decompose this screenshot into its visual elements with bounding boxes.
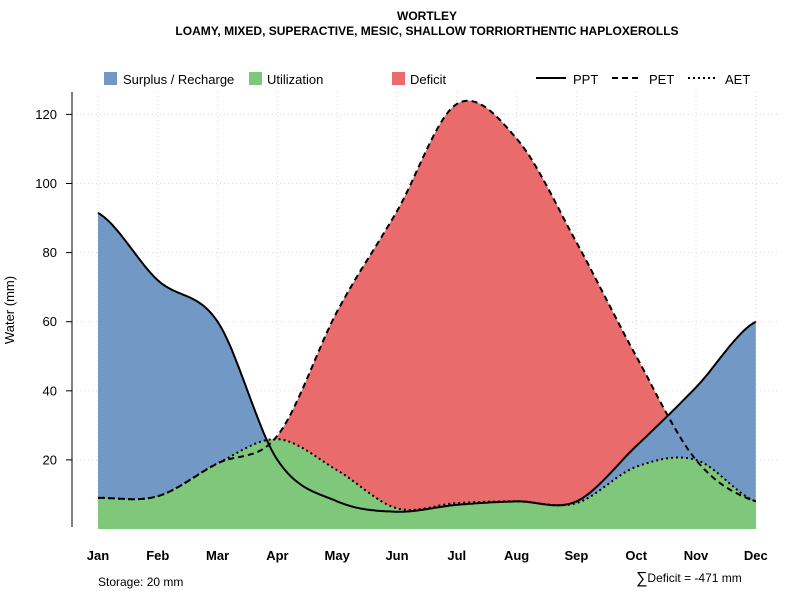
x-tick-label: Sep bbox=[564, 548, 588, 563]
legend-label-aet: AET bbox=[725, 72, 750, 87]
series-lines bbox=[97, 99, 757, 513]
legend-label-surplus: Surplus / Recharge bbox=[123, 72, 234, 87]
chart-subtitle: LOAMY, MIXED, SUPERACTIVE, MESIC, SHALLO… bbox=[175, 24, 679, 38]
storage-annotation: Storage: 20 mm bbox=[98, 575, 184, 589]
x-tick-label: Apr bbox=[266, 548, 288, 563]
y-tick-label: 20 bbox=[43, 452, 57, 467]
legend-swatch-deficit bbox=[392, 72, 405, 85]
series-line-ppt bbox=[97, 212, 757, 513]
legend-label-ppt: PPT bbox=[573, 72, 598, 87]
x-tick-label: Nov bbox=[684, 548, 709, 563]
deficit-annotation: ∑Deficit = -471 mm bbox=[636, 570, 742, 588]
legend-swatch-utilization bbox=[249, 72, 262, 85]
x-tick-label: Jul bbox=[447, 548, 466, 563]
legend: Surplus / Recharge Utilization Deficit P… bbox=[104, 72, 750, 87]
x-tick-label: Oct bbox=[625, 548, 647, 563]
legend-label-deficit: Deficit bbox=[410, 72, 447, 87]
area-utilization bbox=[98, 439, 756, 529]
x-ticks: Jan Feb Mar Apr May Jun Jul Aug Sep Oct Nov Dec bbox=[87, 548, 768, 563]
y-tick-label: 60 bbox=[43, 314, 57, 329]
deficit-text: Deficit = -471 mm bbox=[647, 571, 742, 585]
legend-label-pet: PET bbox=[649, 72, 674, 87]
x-tick-label: Jun bbox=[385, 548, 408, 563]
x-tick-label: May bbox=[325, 548, 351, 563]
y-tick-label: 80 bbox=[43, 245, 57, 260]
sum-icon: ∑ bbox=[636, 570, 648, 587]
y-axis-title: Water (mm) bbox=[2, 276, 17, 344]
area-deficit bbox=[98, 100, 756, 512]
x-tick-label: Feb bbox=[146, 548, 169, 563]
x-tick-label: Mar bbox=[206, 548, 229, 563]
x-tick-label: Aug bbox=[504, 548, 529, 563]
y-tick-label: 120 bbox=[35, 107, 57, 122]
y-ticks: 20 40 60 80 100 120 bbox=[35, 107, 72, 467]
legend-swatch-surplus bbox=[104, 72, 117, 85]
area-fills bbox=[98, 100, 756, 530]
legend-label-utilization: Utilization bbox=[267, 72, 323, 87]
x-tick-label: Jan bbox=[87, 548, 109, 563]
y-tick-label: 100 bbox=[35, 176, 57, 191]
chart-title: WORTLEY bbox=[397, 9, 457, 23]
y-tick-label: 40 bbox=[43, 383, 57, 398]
x-tick-label: Dec bbox=[744, 548, 768, 563]
